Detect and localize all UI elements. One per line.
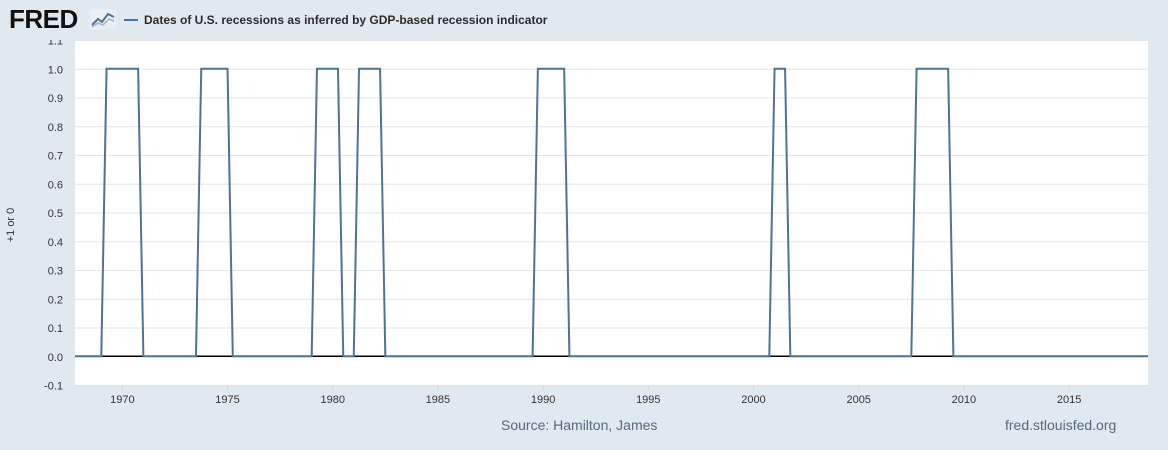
- x-tick-label: 1975: [215, 394, 239, 406]
- y-tick-label: 0.3: [48, 266, 63, 278]
- y-axis-ticks: -0.1 0.0 0.1 0.2 0.3 0.4 0.5 0.6 0.7 0.8 0.9 1.0 1.1: [44, 40, 63, 393]
- site-link[interactable]: fred.stlouisfed.org: [1005, 417, 1117, 433]
- y-tick-label: 0.0: [48, 352, 63, 364]
- series-line: [75, 67, 1148, 358]
- y-tick-label: 0.5: [48, 208, 63, 220]
- x-tick-label: 2005: [846, 394, 870, 406]
- y-tick-label: 0.7: [48, 151, 63, 163]
- x-tick-label: 1980: [320, 394, 344, 406]
- source-credit[interactable]: Source: Hamilton, James: [501, 417, 658, 433]
- x-tick-label: 1985: [426, 394, 450, 406]
- x-tick-label: 2000: [741, 394, 765, 406]
- y-tick-label: 0.6: [48, 179, 63, 191]
- y-tick-label: 0.9: [48, 93, 63, 105]
- data-points: [74, 68, 1149, 357]
- y-tick-label: 0.4: [48, 237, 63, 249]
- y-tick-label: 0.8: [48, 122, 63, 134]
- chart-legend[interactable]: Dates of U.S. recessions as inferred by …: [124, 12, 547, 28]
- fred-logo[interactable]: FRED: [9, 4, 78, 34]
- y-tick-label: 0.2: [48, 294, 63, 306]
- y-tick-label: 0.1: [48, 323, 63, 335]
- grid-lines: [75, 40, 1148, 386]
- x-tick-label: 1995: [636, 394, 660, 406]
- y-tick-label: -0.1: [44, 381, 63, 393]
- x-tick-label: 2015: [1057, 394, 1081, 406]
- legend-swatch: [124, 19, 138, 21]
- y-axis-title: +1 or 0: [5, 207, 17, 243]
- chart-area[interactable]: -0.1 0.0 0.1 0.2 0.3 0.4 0.5 0.6 0.7 0.8 0.9 1.0 1.1…: [0, 40, 1168, 410]
- y-tick-label: 1.0: [48, 64, 63, 76]
- x-tick-label: 2010: [952, 394, 976, 406]
- x-tick-label: 1990: [531, 394, 555, 406]
- y-tick-label: 1.1: [48, 40, 63, 48]
- legend-label: Dates of U.S. recessions as inferred by …: [144, 13, 548, 27]
- chart-header: FRED Dates of U.S. recessions as inferre…: [0, 0, 1168, 40]
- line-chart-icon: [90, 9, 116, 29]
- x-tick-label: 1970: [110, 394, 134, 406]
- x-axis-ticks: 1970 1975 1980 1985 1990 1995 2000 2005 2010 2015: [110, 385, 1081, 406]
